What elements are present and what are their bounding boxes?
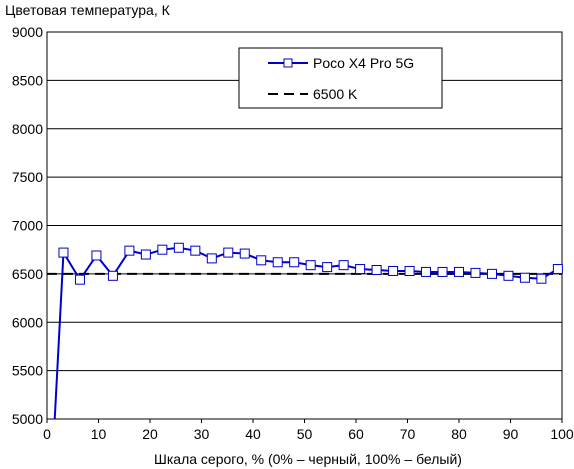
data-point [206, 253, 217, 264]
y-tick-label: 8500 [12, 72, 43, 88]
y-tick-label: 6500 [12, 266, 43, 282]
data-point [470, 267, 481, 278]
legend-marker-poco [283, 58, 293, 68]
y-tick-label: 8000 [12, 121, 43, 137]
legend-box [238, 47, 443, 109]
data-point [91, 250, 102, 261]
x-tick-label: 70 [400, 426, 416, 442]
x-tick-label: 60 [348, 426, 364, 442]
data-point [173, 242, 184, 253]
x-tick-label: 40 [245, 426, 261, 442]
data-point [338, 260, 349, 271]
grid-lines [47, 79, 562, 372]
data-point [536, 273, 547, 284]
data-point [371, 265, 382, 276]
y-tick-label: 7500 [12, 169, 43, 185]
legend-label-poco: Poco X4 Pro 5G [313, 55, 414, 71]
x-tick-label: 100 [550, 426, 574, 442]
data-point [140, 249, 151, 260]
data-point [454, 266, 464, 277]
x-tick-label: 0 [43, 426, 51, 442]
series-group [47, 242, 563, 420]
y-tick-label: 5000 [12, 411, 43, 427]
data-point [289, 257, 300, 268]
y-tick-label: 9000 [12, 24, 43, 40]
data-point [107, 270, 118, 281]
y-tick-label: 7000 [12, 218, 43, 234]
data-point [437, 266, 448, 277]
data-point [272, 257, 283, 268]
x-tick-label: 20 [142, 426, 158, 442]
y-tick-label: 5500 [12, 363, 43, 379]
x-tick-label: 10 [91, 426, 107, 442]
x-tick-label: 90 [503, 426, 519, 442]
data-point [305, 260, 316, 271]
x-axis-label: Шкала серого, % (0% – черный, 100% – бел… [154, 451, 462, 467]
x-tick-labels: 0 10 20 30 40 50 60 70 80 90 100 [43, 419, 574, 442]
y-tick-labels: 5000 5500 6000 6500 7000 7500 8000 8500 9000 [12, 24, 43, 427]
legend: Poco X4 Pro 5G 6500 K [238, 47, 443, 109]
data-point [157, 244, 168, 255]
data-point [404, 265, 415, 276]
data-point [322, 262, 333, 273]
data-point [503, 270, 514, 281]
data-point [74, 274, 85, 285]
data-point [421, 266, 432, 277]
x-tick-label: 30 [194, 426, 210, 442]
x-tick-label: 50 [297, 426, 313, 442]
x-tick-label: 80 [451, 426, 467, 442]
data-point [552, 264, 563, 275]
y-axis-label: Цветовая температура, К [5, 2, 171, 18]
data-point [388, 265, 399, 276]
data-point [58, 247, 69, 258]
data-point [124, 245, 135, 256]
data-point [486, 268, 497, 279]
data-point [223, 247, 234, 258]
data-point [256, 255, 267, 266]
data-point [239, 248, 250, 259]
legend-label-6500k: 6500 K [313, 86, 358, 102]
data-point [190, 245, 201, 256]
data-point [519, 272, 530, 283]
data-point [355, 264, 366, 275]
y-tick-label: 6000 [12, 314, 43, 330]
